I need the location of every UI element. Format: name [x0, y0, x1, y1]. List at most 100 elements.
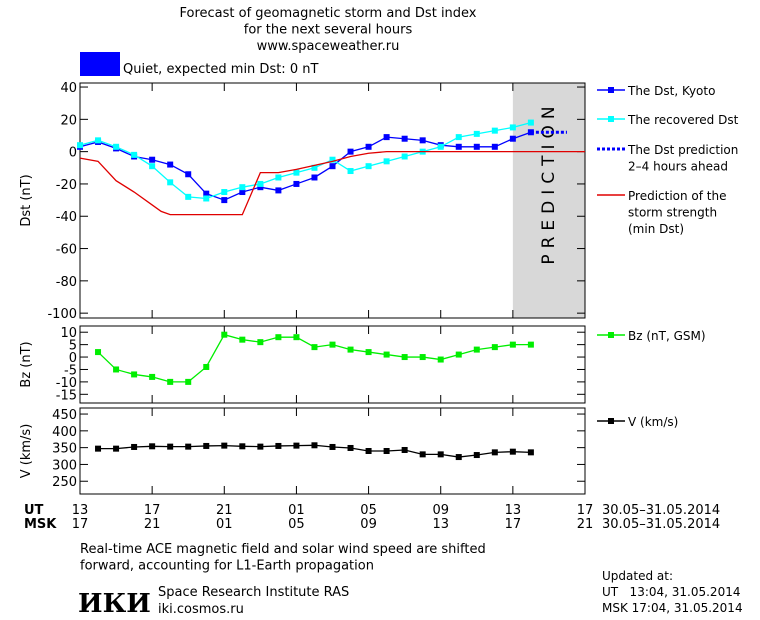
legend-label: The Dst, Kyoto: [627, 84, 715, 98]
updated-ut: UT 13:04, 31.05.2014: [602, 585, 740, 599]
data-point: [491, 143, 498, 150]
data-point: [383, 448, 390, 454]
data-point: [149, 443, 156, 450]
data-point: [401, 135, 408, 142]
series-line: [79, 121, 532, 200]
data-point: [239, 336, 246, 343]
data-point: [221, 197, 228, 204]
data-point: [293, 169, 300, 176]
data-point: [185, 171, 192, 178]
legend-marker: [608, 332, 614, 338]
data-point: [185, 443, 192, 450]
x2-tick-label: 21: [144, 517, 161, 532]
data-point: [293, 442, 300, 449]
status-box: [80, 52, 120, 76]
data-point: [257, 339, 264, 346]
data-point: [527, 449, 534, 456]
data-point: [203, 195, 210, 202]
institute: Space Research Institute RAS: [158, 585, 349, 600]
data-point: [437, 356, 444, 363]
data-point: [113, 143, 120, 150]
legend-marker: [608, 116, 614, 122]
x-tick-label: 13: [505, 503, 522, 518]
data-point: [347, 346, 354, 353]
y-axis-title: Bz (nT): [19, 341, 34, 387]
data-point: [149, 156, 156, 163]
data-point: [203, 190, 210, 197]
x2-row-title: MSK: [24, 517, 57, 532]
x-tick-label: 13: [72, 503, 89, 518]
data-point: [347, 148, 354, 155]
data-point: [95, 137, 102, 144]
data-point: [257, 443, 264, 450]
series-line: [79, 150, 585, 216]
data-point: [131, 443, 138, 450]
data-point: [185, 193, 192, 200]
data-point: [221, 189, 228, 196]
prediction-label: PREDICTION: [539, 100, 559, 264]
x-tick-label: 01: [288, 503, 305, 518]
data-point: [383, 158, 390, 165]
y-tick-label: 400: [52, 425, 77, 440]
data-point: [509, 135, 516, 142]
title: Forecast of geomagnetic storm and Dst in…: [179, 6, 476, 54]
data-point: [221, 331, 228, 338]
y-tick-label: 40: [60, 81, 77, 96]
data-point: [383, 351, 390, 358]
data-point: [365, 143, 372, 150]
data-point: [401, 446, 408, 453]
data-point: [329, 163, 336, 170]
data-point: [473, 452, 480, 459]
data-point: [491, 344, 498, 351]
y-tick-label: -20: [56, 178, 77, 193]
data-point: [311, 442, 318, 449]
data-point: [455, 351, 462, 358]
y-tick-label: 300: [52, 458, 77, 473]
data-point: [167, 161, 174, 168]
data-point: [167, 179, 174, 186]
updated: Updated at:: [602, 569, 673, 583]
data-point: [275, 334, 282, 341]
y-tick-label: 0: [69, 351, 77, 366]
data-point: [257, 180, 264, 187]
legend-label: Bz (nT, GSM): [628, 329, 706, 343]
data-point: [131, 371, 138, 378]
note: Real-time ACE magnetic field and solar w…: [80, 542, 486, 574]
data-point: [275, 442, 282, 449]
date-range: 30.05–31.05.2014: [602, 517, 720, 532]
data-point: [401, 354, 408, 361]
data-point: [455, 454, 462, 461]
y-tick-label: -5: [64, 363, 77, 378]
y-tick-label: -80: [56, 275, 77, 290]
data-point: [509, 341, 516, 348]
x2-tick-label: 09: [360, 517, 377, 532]
data-point: [509, 448, 516, 455]
data-point: [347, 444, 354, 451]
data-point: [203, 442, 210, 449]
plot-frame: [79, 407, 586, 495]
x2-tick-label: 21: [577, 517, 594, 532]
y-tick-label: -40: [56, 210, 77, 225]
plot-frame: [79, 82, 586, 319]
y-tick-label: 350: [52, 442, 77, 457]
x2-tick-label: 17: [505, 517, 522, 532]
y-tick-label: 0: [69, 146, 77, 161]
logo: ИКИ: [78, 589, 151, 619]
y-tick-label: 20: [60, 113, 77, 128]
data-point: [491, 127, 498, 134]
x2-tick-label: 01: [216, 517, 233, 532]
y-tick-label: -100: [47, 307, 77, 322]
data-point: [167, 378, 174, 385]
y-tick-label: -60: [56, 243, 77, 258]
data-point: [365, 163, 372, 170]
data-point: [419, 354, 426, 361]
data-point: [77, 142, 83, 149]
updated-msk: MSK 17:04, 31.05.2014: [602, 601, 743, 615]
data-point: [131, 151, 138, 158]
legend-label: The recovered Dst: [627, 113, 739, 127]
data-point: [329, 341, 336, 348]
legend-marker: [608, 87, 614, 93]
data-point: [239, 189, 246, 196]
data-point: [275, 174, 282, 181]
